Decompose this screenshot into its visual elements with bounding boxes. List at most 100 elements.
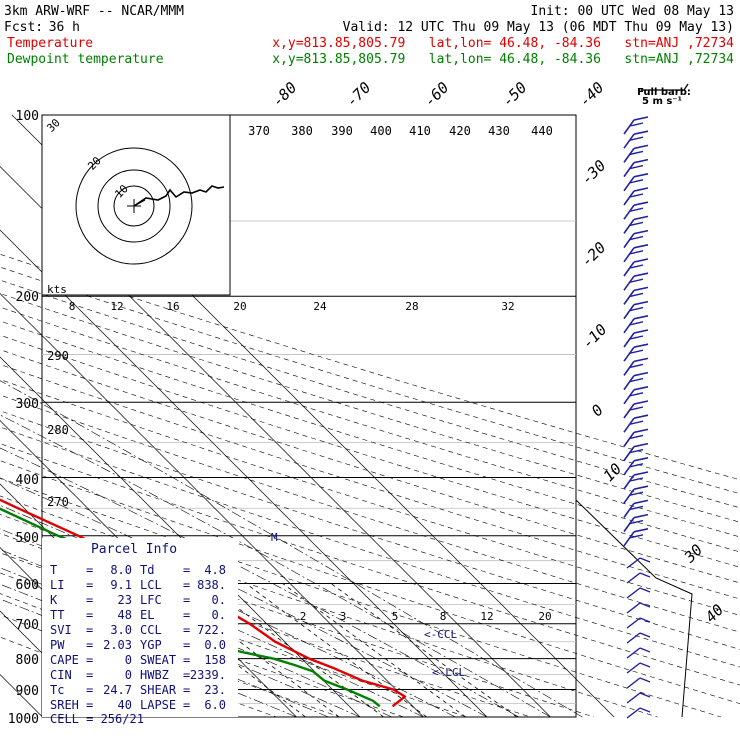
index-name: SHEAR <box>140 683 177 697</box>
dry-adiabat <box>0 477 722 718</box>
wind-barb-flag <box>629 207 644 212</box>
parcel-info-rows: T = 8.0 Td = 4.8 LI = 9.1 LCL = 838. K = 23 LFC = 0. TT = 48… <box>50 563 226 712</box>
wind-barb-flag <box>633 144 649 150</box>
pressure-label: 300 <box>16 397 39 412</box>
theta-label: 400 <box>370 124 392 138</box>
index-name: CIN <box>50 668 72 682</box>
isotherm-label: -40 <box>576 79 608 111</box>
dry-adiabat <box>0 495 658 718</box>
wind-barb-flag <box>633 343 649 348</box>
dry-adiabat <box>0 253 740 481</box>
wind-barb-flag <box>639 677 651 683</box>
index-name: LI <box>50 578 64 592</box>
hodograph-ring <box>97 169 171 243</box>
index-separator: = <box>86 593 93 607</box>
index-name: YGP <box>140 638 162 652</box>
wind-barb-flag <box>633 457 649 462</box>
wind-barb-flag <box>633 499 649 505</box>
wind-barb-flag <box>629 434 644 440</box>
wind-barb-shaft <box>623 133 635 149</box>
index-separator: = <box>183 638 190 652</box>
fcst-value: 36 h <box>49 20 80 35</box>
wind-barb-flag <box>629 179 644 184</box>
dry-adiabat <box>0 426 740 668</box>
wind-barb-flag <box>629 392 644 397</box>
fcst-label: Fcst: <box>4 20 43 35</box>
wind-barb-shaft <box>623 403 635 419</box>
wind-barb-flag <box>633 173 649 178</box>
barb-key-line2: 5 m s⁻¹ <box>642 96 682 107</box>
wind-barb-flag <box>633 201 649 206</box>
wind-barb-flag <box>633 158 649 164</box>
wind-barb-flag <box>639 632 651 638</box>
wind-barb-flag <box>639 572 651 578</box>
isotherm-label: 30 <box>680 541 706 567</box>
dry-adiabat <box>0 320 740 553</box>
index-separator: = <box>86 563 93 577</box>
wind-barb-flag <box>633 300 649 306</box>
index-value: 2.03 <box>103 638 132 652</box>
wind-barb-shaft <box>623 474 635 490</box>
isotherm-label: -70 <box>343 79 375 111</box>
wind-barb-shaft <box>623 190 635 206</box>
wind-barb-shaft <box>623 247 635 263</box>
legend-dewpoint-location: x,y=813.85,805.79 lat,lon= 46.48, -84.36… <box>272 52 734 67</box>
mixing-ratio-label: 3 <box>340 610 347 623</box>
theta-label: 370 <box>248 124 270 138</box>
isotherm-label: -80 <box>269 79 301 111</box>
wind-barb-shaft <box>623 204 635 220</box>
wind-barb-flag <box>633 528 649 533</box>
index-name: LCL <box>140 578 162 592</box>
wind-barb-flag <box>633 329 649 334</box>
wind-barb-flag <box>629 250 644 255</box>
mixing-ratio-label: 16 <box>166 300 179 313</box>
wind-barb-flag <box>629 491 644 496</box>
wind-barb-flag <box>629 377 644 383</box>
isotherm-label: -10 <box>579 321 611 353</box>
index-value: 8.0 <box>110 563 132 577</box>
dry-adiabat <box>0 266 740 495</box>
pressure-label: 100 <box>16 109 39 124</box>
dry-adiabat <box>0 293 740 523</box>
dry-adiabat <box>0 410 740 650</box>
wind-barb-shaft <box>623 318 635 334</box>
wind-barb-shaft <box>623 389 635 405</box>
moist-adiabat <box>0 549 392 718</box>
wind-barb-flag <box>633 187 649 192</box>
wind-barb-shaft <box>623 346 635 362</box>
index-value: 9.1 <box>110 578 132 592</box>
index-separator: = <box>86 653 93 667</box>
index-value: 2339. <box>190 668 226 682</box>
wind-barb-flag <box>633 428 649 434</box>
index-value: 0 <box>125 668 132 682</box>
isotherm-label: 40 <box>702 601 728 627</box>
mixing-ratio-labels: 8 12 16 20 24 28 32 2 3 5 8 12 20 <box>69 300 552 623</box>
mixing-ratio-label: 8 <box>69 300 76 313</box>
index-name: LAPSE <box>140 698 176 712</box>
mixing-ratio-label: 2 <box>300 610 307 623</box>
wind-barb-flag <box>629 335 644 340</box>
index-separator: = <box>86 698 93 712</box>
mixed-layer-marker: M <box>271 531 278 544</box>
wind-barb-shaft <box>626 692 641 704</box>
mixing-ratio-label: 8 <box>440 610 447 623</box>
index-name: PW <box>50 638 65 652</box>
pressure-label: 200 <box>16 290 39 305</box>
legend-temperature-name: Temperature <box>7 36 93 51</box>
legend-temperature-location: x,y=813.85,805.79 lat,lon= 46.48, -84.36… <box>272 36 734 51</box>
mixing-ratio-label: 32 <box>501 300 514 313</box>
wind-barb-flag <box>629 221 644 227</box>
wind-barb-flag <box>639 692 651 698</box>
wind-barb-shaft <box>623 431 635 447</box>
dry-adiabat <box>0 334 740 568</box>
theta-label: 430 <box>488 124 510 138</box>
wind-barb-shaft <box>623 375 635 391</box>
index-name: LFC <box>140 593 162 607</box>
index-name: CAPE <box>50 653 79 667</box>
hodograph: 10 20 30 kts <box>41 114 231 296</box>
index-separator: = <box>183 683 190 697</box>
parcel-info-box: Parcel Info T = 8.0 Td = 4.8LI = 9.1 LCL = 838.K = 2… <box>42 538 238 726</box>
wind-barb-shaft <box>623 488 635 504</box>
index-name: Tc <box>50 683 64 697</box>
